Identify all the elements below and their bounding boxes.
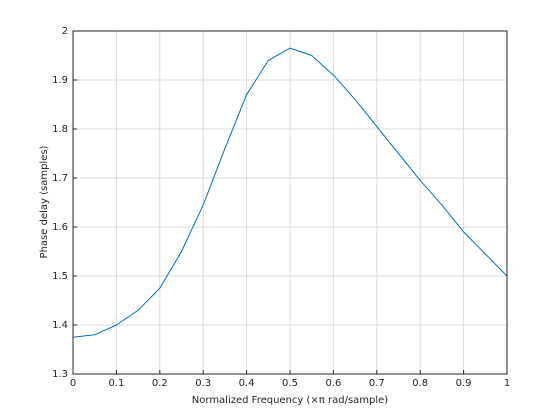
x-axis-label: Normalized Frequency (×π rad/sample) xyxy=(192,395,389,406)
y-tick-label: 1.9 xyxy=(52,75,68,86)
x-tick-label: 0.8 xyxy=(412,378,428,389)
x-tick-label: 0.6 xyxy=(325,378,341,389)
x-tick-label: 0.2 xyxy=(152,378,168,389)
y-tick-label: 1.8 xyxy=(52,124,68,135)
y-axis-label: Phase delay (samples) xyxy=(39,145,50,258)
mark-layer xyxy=(72,47,508,338)
x-tick-label: 0.7 xyxy=(369,378,385,389)
y-tick-label: 1.4 xyxy=(52,320,68,331)
x-tick-label: 0.5 xyxy=(282,378,298,389)
y-tick-label: 1.6 xyxy=(52,222,68,233)
y-tick-label: 1.3 xyxy=(52,369,68,380)
x-tick-label: 1 xyxy=(504,378,510,389)
y-tick-label: 2 xyxy=(62,26,68,37)
x-tick-label: 0.3 xyxy=(195,378,211,389)
data-line xyxy=(72,47,508,338)
x-tick-label: 0.4 xyxy=(239,378,255,389)
y-tick-label: 1.5 xyxy=(52,271,68,282)
y-tick-label: 1.7 xyxy=(52,173,68,184)
x-tick-label: 0.9 xyxy=(456,378,472,389)
x-tick-label: 0 xyxy=(70,378,76,389)
x-tick-label: 0.1 xyxy=(108,378,124,389)
